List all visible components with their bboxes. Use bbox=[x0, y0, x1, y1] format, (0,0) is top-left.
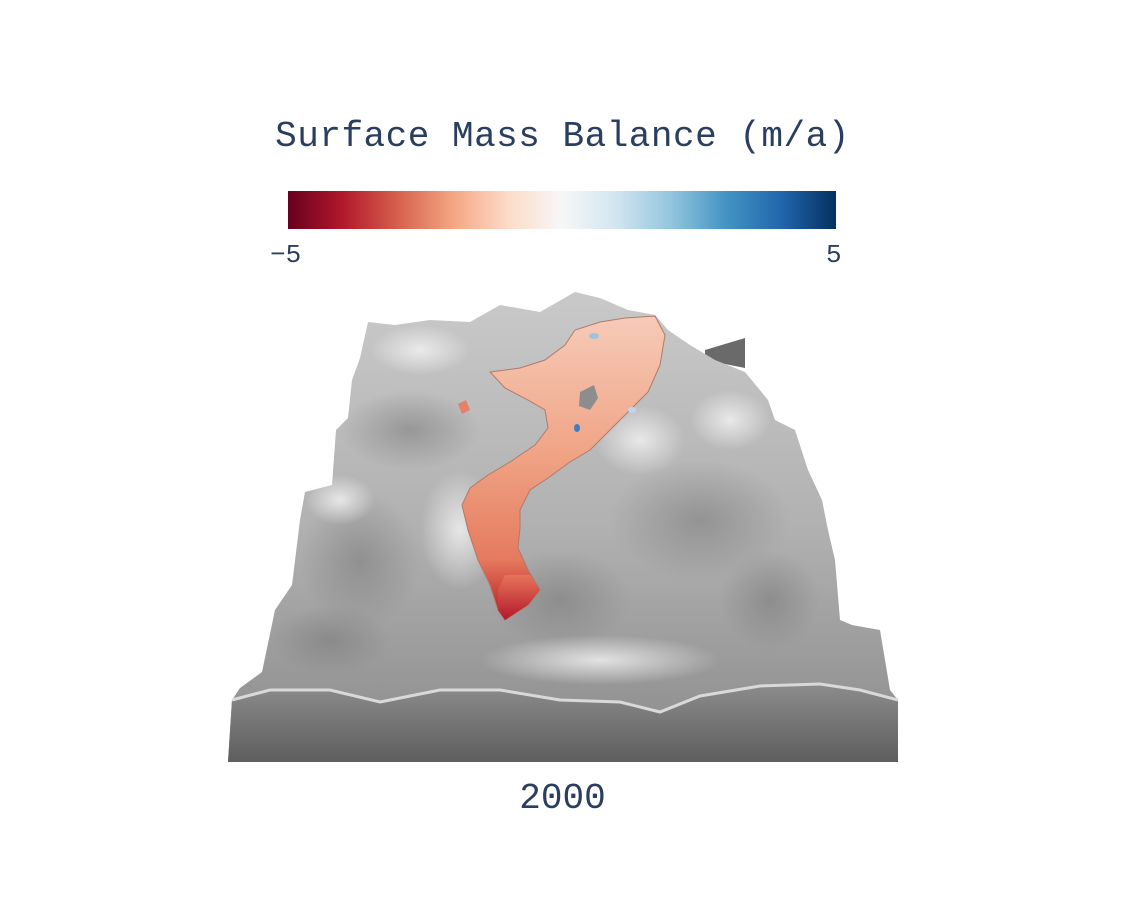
positive-balance-spot bbox=[574, 424, 580, 432]
positive-balance-spot bbox=[589, 333, 599, 339]
colorbar bbox=[288, 191, 836, 229]
relief-highlight bbox=[305, 475, 375, 525]
relief-highlight bbox=[690, 390, 770, 450]
terrain-front-face bbox=[228, 684, 898, 762]
relief-shadow bbox=[610, 460, 790, 580]
relief-highlight bbox=[370, 325, 470, 375]
frame-year-label: 2000 bbox=[519, 778, 606, 819]
terrain-front-ridge-line bbox=[231, 682, 899, 714]
relief-shadow bbox=[340, 390, 480, 470]
ice-patch bbox=[458, 400, 470, 414]
positive-balance-spot bbox=[628, 407, 636, 413]
relief-shadow bbox=[300, 490, 420, 630]
glacier-surface bbox=[461, 315, 666, 621]
colorbar-max-tick: 5 bbox=[826, 240, 842, 270]
nunatak-rock bbox=[579, 385, 598, 410]
glacier-tongue bbox=[498, 575, 540, 620]
plot-title: Surface Mass Balance (m/a) bbox=[275, 116, 850, 157]
colorbar-fill bbox=[288, 191, 836, 229]
relief-highlight bbox=[480, 635, 720, 685]
relief-shadow bbox=[270, 605, 390, 675]
relief-shadow bbox=[720, 550, 820, 650]
colorbar-min-tick: −5 bbox=[270, 240, 302, 270]
